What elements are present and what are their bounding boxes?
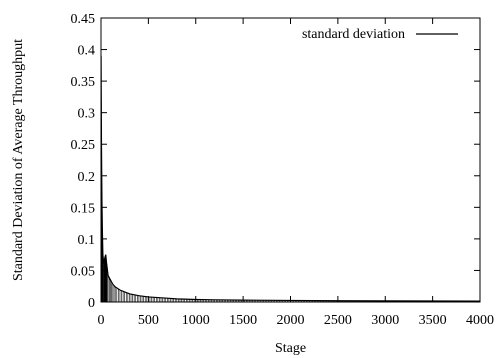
x-axis-label: Stage: [275, 341, 306, 356]
y-axis-label: Standard Deviation of Average Throughput: [11, 39, 26, 281]
y-axis: 0 0.05 0.1 0.15 0.2 0.25 0.3 0.35 0.4 0.45: [71, 12, 480, 311]
series-layer: [100, 55, 481, 302]
x-tick-label: 2500: [324, 313, 352, 328]
x-tick-label: 2000: [277, 313, 305, 328]
x-tick-label: 1500: [229, 313, 257, 328]
x-tick-label: 3500: [419, 313, 447, 328]
legend: standard deviation: [302, 27, 458, 42]
plot-frame: [100, 17, 481, 303]
y-tick-label: 0.1: [78, 233, 96, 248]
x-tick-label: 4000: [466, 313, 494, 328]
y-tick-label: 0.25: [71, 138, 96, 153]
y-tick-label: 0.3: [78, 107, 96, 122]
x-axis: 0 500 1000 1500 2000 2500 3000 3500 4000: [98, 18, 494, 328]
y-tick-label: 0.35: [71, 75, 96, 90]
y-tick-label: 0.4: [78, 44, 96, 59]
x-tick-label: 1000: [182, 313, 210, 328]
y-tick-label: 0: [88, 296, 95, 311]
x-tick-label: 3000: [371, 313, 399, 328]
y-tick-label: 0.2: [78, 170, 96, 185]
legend-label: standard deviation: [302, 27, 405, 42]
x-tick-label: 500: [138, 313, 159, 328]
y-tick-label: 0.45: [71, 12, 96, 27]
series-line: [100, 55, 481, 302]
y-tick-label: 0.05: [71, 264, 96, 279]
x-tick-label: 0: [98, 313, 105, 328]
plot-border: [100, 17, 481, 303]
y-tick-label: 0.15: [71, 201, 96, 216]
series-band: [100, 55, 479, 302]
